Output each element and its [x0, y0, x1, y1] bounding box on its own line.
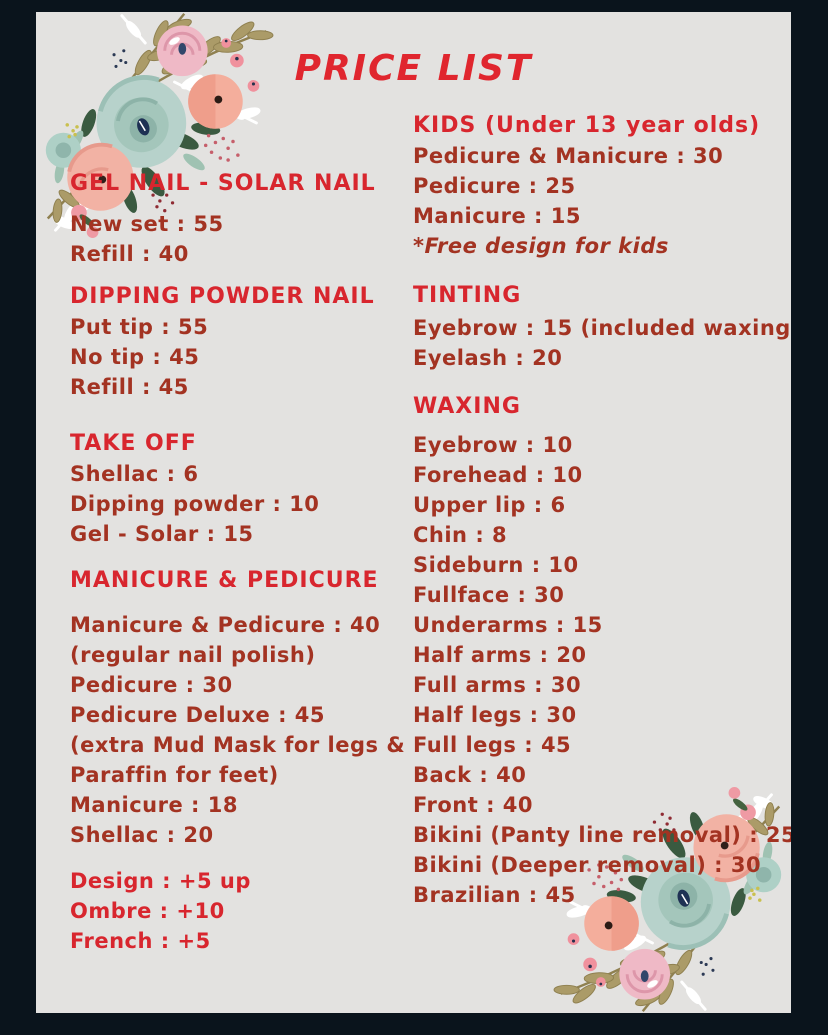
price-line: Chin : 8 — [413, 523, 508, 547]
price-line: Pedicure : 30 — [70, 673, 233, 697]
price-line: Put tip : 55 — [70, 315, 209, 339]
price-line: Shellac : 20 — [70, 823, 214, 847]
section-dipping-powder: DIPPING POWDER NAIL Put tip : 55 No tip … — [70, 282, 430, 402]
price-line: Dipping powder : 10 — [70, 492, 320, 516]
price-line: Refill : 40 — [70, 242, 189, 266]
price-line: Fullface : 30 — [413, 583, 565, 607]
price-line: Full legs : 45 — [413, 733, 572, 757]
price-line: Manicure & Pedicure : 40 — [70, 613, 381, 637]
price-line: Pedicure Deluxe : 45 — [70, 703, 326, 727]
section-kids: KIDS (Under 13 year olds) Pedicure & Man… — [413, 111, 773, 261]
price-line: Bikini (Deeper removal) : 30 — [413, 853, 762, 877]
price-line: Gel - Solar : 15 — [70, 522, 254, 546]
price-line: Front : 40 — [413, 793, 534, 817]
section-title: KIDS (Under 13 year olds) — [413, 113, 761, 138]
section-tinting: TINTING Eyebrow : 15 (included waxing) E… — [413, 281, 791, 373]
section-title: WAXING — [413, 394, 521, 419]
section-addons: Design : +5 up Ombre : +10 French : +5 — [70, 866, 430, 956]
price-line: Sideburn : 10 — [413, 553, 579, 577]
price-line: French : +5 — [70, 929, 211, 953]
price-line: Bikini (Panty line removal) : 25 — [413, 823, 791, 847]
price-line: Eyebrow : 15 (included waxing) — [413, 316, 791, 340]
price-line: Manicure : 18 — [70, 793, 238, 817]
price-line: Design : +5 up — [70, 869, 251, 893]
price-line: Half arms : 20 — [413, 643, 587, 667]
price-line: Pedicure : 25 — [413, 174, 576, 198]
price-line: Pedicure & Manicure : 30 — [413, 144, 724, 168]
price-list-card: PRICE LIST GEL NAIL - SOLAR NAIL New set… — [36, 12, 791, 1013]
section-title: DIPPING POWDER NAIL — [70, 284, 375, 309]
price-line: (extra Mud Mask for legs & — [70, 733, 406, 757]
section-title: MANICURE & PEDICURE — [70, 568, 379, 593]
price-line: No tip : 45 — [70, 345, 200, 369]
price-line: Manicure : 15 — [413, 204, 581, 228]
price-line: Full arms : 30 — [413, 673, 582, 697]
price-line: Ombre : +10 — [70, 899, 225, 923]
price-line: Paraffin for feet) — [70, 763, 279, 787]
price-line: Forehead : 10 — [413, 463, 583, 487]
section-title: TAKE OFF — [70, 431, 197, 456]
price-line: Underarms : 15 — [413, 613, 603, 637]
price-line: New set : 55 — [70, 212, 224, 236]
price-line: Upper lip : 6 — [413, 493, 566, 517]
price-line: Shellac : 6 — [70, 462, 199, 486]
price-line: Eyebrow : 10 — [413, 433, 573, 457]
section-waxing: WAXING Eyebrow : 10 Forehead : 10 Upper … — [413, 392, 791, 910]
section-title: TINTING — [413, 283, 522, 308]
section-take-off: TAKE OFF Shellac : 6 Dipping powder : 10… — [70, 429, 430, 549]
page-title: PRICE LIST — [294, 48, 533, 89]
price-line: Back : 40 — [413, 763, 527, 787]
price-line: Eyelash : 20 — [413, 346, 563, 370]
section-manicure-pedicure: MANICURE & PEDICURE Manicure & Pedicure … — [70, 566, 430, 850]
price-line: Brazilian : 45 — [413, 883, 576, 907]
price-line: Refill : 45 — [70, 375, 189, 399]
left-column: GEL NAIL - SOLAR NAIL New set : 55 Refil… — [70, 169, 430, 956]
price-line: Half legs : 30 — [413, 703, 577, 727]
kids-free-design-note: *Free design for kids — [413, 234, 669, 258]
section-gel-nail: GEL NAIL - SOLAR NAIL New set : 55 Refil… — [70, 169, 430, 269]
section-title: GEL NAIL - SOLAR NAIL — [70, 171, 376, 196]
right-column: KIDS (Under 13 year olds) Pedicure & Man… — [413, 111, 791, 910]
price-line: (regular nail polish) — [70, 643, 316, 667]
